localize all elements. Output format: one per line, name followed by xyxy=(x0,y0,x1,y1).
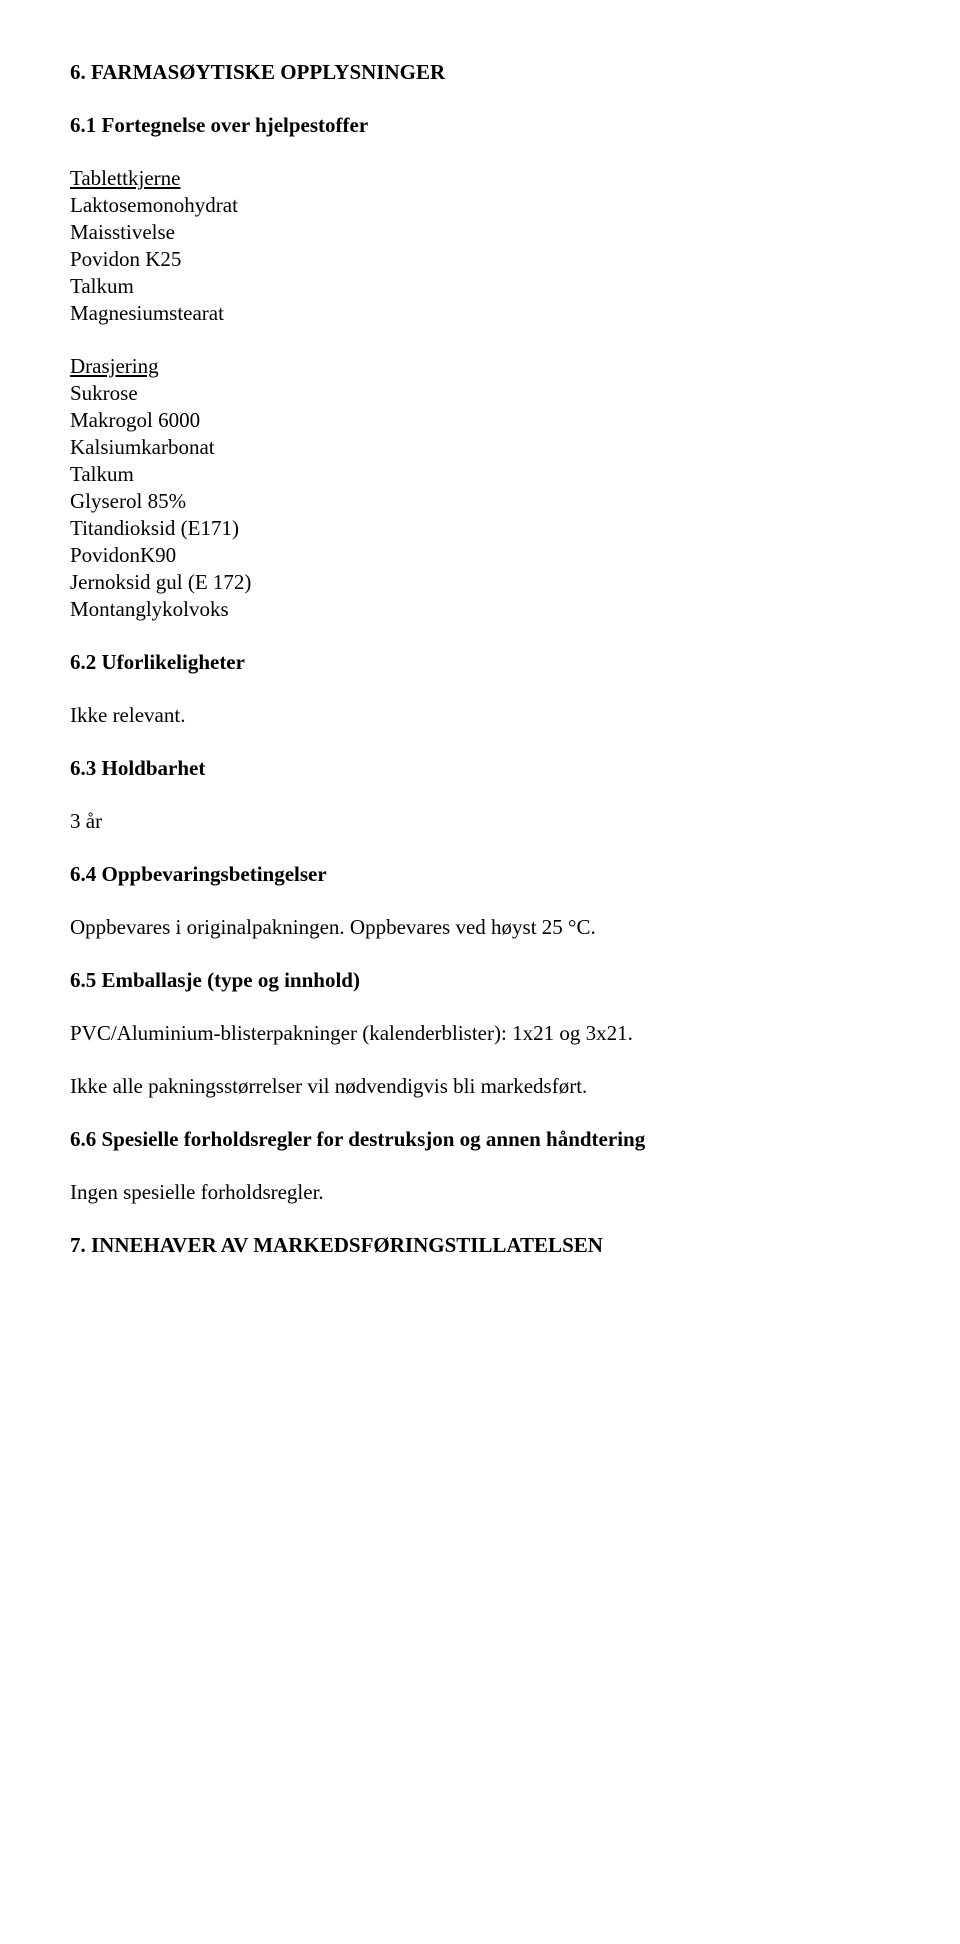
excipients-group-1: Tablettkjerne Laktosemonohydrat Maisstiv… xyxy=(70,166,890,326)
coating-title: Drasjering xyxy=(70,354,890,379)
excipient-line: Makrogol 6000 xyxy=(70,408,890,433)
section-6-6-heading: 6.6 Spesielle forholdsregler for destruk… xyxy=(70,1127,890,1152)
excipient-line: Talkum xyxy=(70,274,890,299)
excipient-line: PovidonK90 xyxy=(70,543,890,568)
section-6-3-heading: 6.3 Holdbarhet xyxy=(70,756,890,781)
section-6-6-text: Ingen spesielle forholdsregler. xyxy=(70,1180,890,1205)
excipient-line: Titandioksid (E171) xyxy=(70,516,890,541)
excipient-line: Maisstivelse xyxy=(70,220,890,245)
section-6-1-heading: 6.1 Fortegnelse over hjelpestoffer xyxy=(70,113,890,138)
section-6-heading: 6. FARMASØYTISKE OPPLYSNINGER xyxy=(70,60,890,85)
section-6-4-heading: 6.4 Oppbevaringsbetingelser xyxy=(70,862,890,887)
excipient-line: Laktosemonohydrat xyxy=(70,193,890,218)
section-6-2-text: Ikke relevant. xyxy=(70,703,890,728)
tablet-core-title: Tablettkjerne xyxy=(70,166,890,191)
section-6-5-heading: 6.5 Emballasje (type og innhold) xyxy=(70,968,890,993)
excipients-group-2: Drasjering Sukrose Makrogol 6000 Kalsium… xyxy=(70,354,890,622)
excipient-line: Talkum xyxy=(70,462,890,487)
section-6-5-text-2: Ikke alle pakningsstørrelser vil nødvend… xyxy=(70,1074,890,1099)
excipient-line: Jernoksid gul (E 172) xyxy=(70,570,890,595)
section-6-2-heading: 6.2 Uforlikeligheter xyxy=(70,650,890,675)
excipient-line: Glyserol 85% xyxy=(70,489,890,514)
section-6-5-text-1: PVC/Aluminium-blisterpakninger (kalender… xyxy=(70,1021,890,1046)
excipient-line: Sukrose xyxy=(70,381,890,406)
excipient-line: Povidon K25 xyxy=(70,247,890,272)
section-6-3-text: 3 år xyxy=(70,809,890,834)
section-6-4-text: Oppbevares i originalpakningen. Oppbevar… xyxy=(70,915,890,940)
excipient-line: Magnesiumstearat xyxy=(70,301,890,326)
excipient-line: Montanglykolvoks xyxy=(70,597,890,622)
section-7-heading: 7. INNEHAVER AV MARKEDSFØRINGSTILLATELSE… xyxy=(70,1233,890,1258)
excipient-line: Kalsiumkarbonat xyxy=(70,435,890,460)
